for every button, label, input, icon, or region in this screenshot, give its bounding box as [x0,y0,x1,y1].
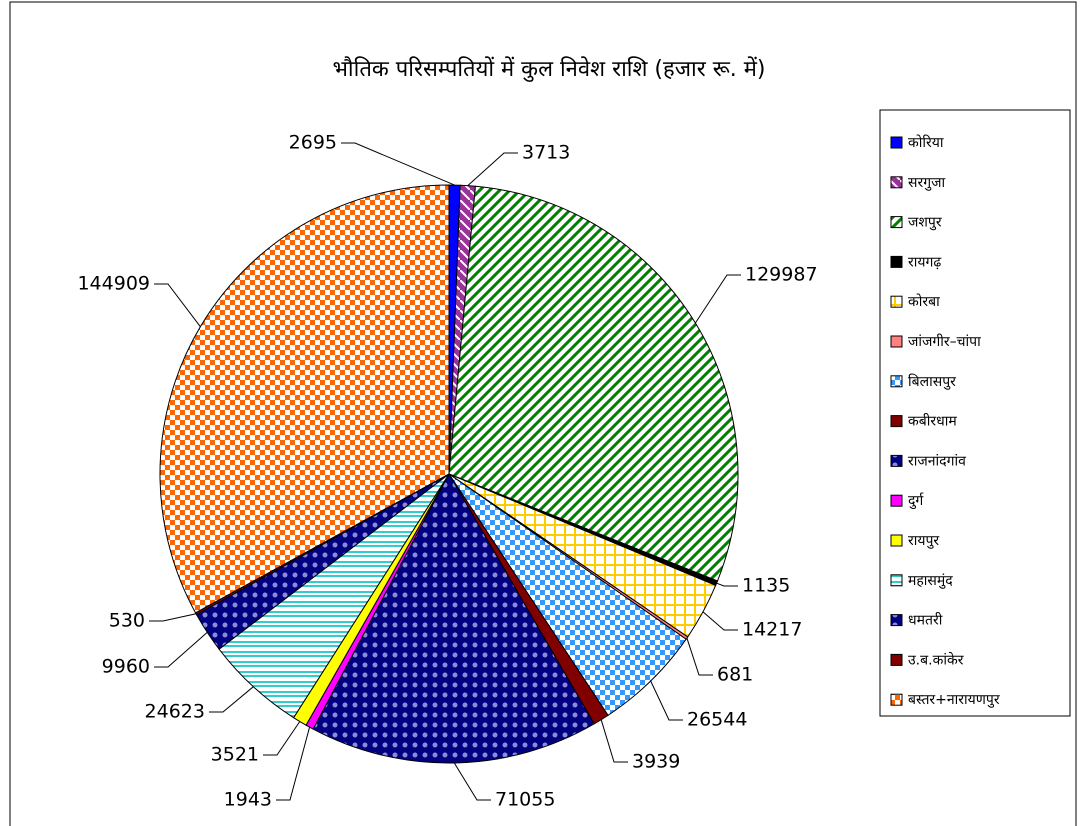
legend-label: सरगुजा [908,175,945,191]
pie-slice [159,184,450,614]
legend-swatch [890,415,903,428]
legend-swatch [890,653,903,666]
legend-label: कोरिया [908,134,944,151]
data-label: 681 [717,664,753,686]
legend-label: उ.ब.कांकेर [908,651,964,668]
data-label: 3939 [632,751,680,773]
data-label: 24623 [145,701,205,723]
chart-title: भौतिक परिसम्पतियों में कुल निवेश राशि (ह… [332,56,765,82]
legend-swatch [890,614,903,627]
legend-label: जशपुर [908,215,942,231]
legend-label: जांजगीर–चांपा [908,333,981,350]
legend-swatch [890,295,903,308]
leader-line [600,719,628,763]
legend-swatch [890,216,903,229]
leader-line [716,582,738,587]
legend-label: धमतरी [908,612,943,629]
legend-swatch [890,693,903,706]
legend-label: बिलासपुर [908,373,956,390]
legend-label: बस्तर+नारायणपुर [908,692,1000,708]
legend-swatch [890,375,903,388]
leader-line [467,152,518,186]
data-label: 144909 [77,273,150,295]
leader-line [702,611,738,631]
data-label: 3521 [211,744,259,766]
leader-line [276,727,311,801]
legend-label: कोरबा [908,293,940,310]
data-label: 129987 [745,264,818,286]
data-label: 1943 [224,789,272,811]
legend-label: रायपुर [908,533,939,549]
leader-line [149,613,197,622]
data-label: 9960 [102,656,150,678]
data-label: 26544 [687,709,747,731]
legend-swatch [890,494,903,507]
data-label: 2695 [289,132,337,154]
legend-swatch [890,454,903,467]
leader-line [694,274,741,324]
leader-line [154,283,201,327]
legend-swatch [890,335,903,348]
legend-label: दुर्ग [908,492,924,510]
leader-line [341,142,455,186]
leader-line [154,631,208,668]
data-label: 3713 [522,142,570,164]
legend-swatch [890,136,903,149]
data-label: 530 [109,610,145,632]
legend-box [879,109,1071,717]
legend-swatch [890,534,903,547]
legend-swatch [890,255,903,268]
leader-line [650,680,683,721]
legend-label: राजनांदगांव [908,453,966,469]
leader-line [686,637,713,676]
pie-slice [312,472,595,764]
legend-swatch [890,574,903,587]
legend-label: कबीरधाम [908,413,957,430]
data-label: 14217 [742,619,802,641]
legend-label: महासमुंद [908,573,953,589]
data-label: 1135 [742,575,790,597]
leader-line [263,721,301,756]
legend-swatch [890,176,903,189]
leader-line [453,762,491,801]
leader-line [209,686,254,713]
legend-label: रायगढ़ [908,254,942,270]
data-label: 71055 [495,789,555,811]
